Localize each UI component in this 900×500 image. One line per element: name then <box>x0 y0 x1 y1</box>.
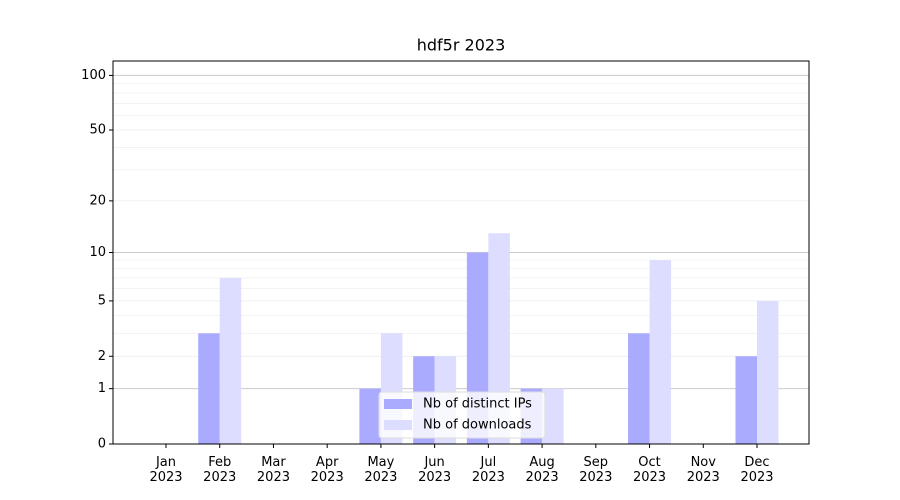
y-tick-label: 1 <box>98 381 106 396</box>
x-tick-label: Feb 2023 <box>203 455 236 485</box>
y-tick-label: 20 <box>89 193 106 208</box>
x-tick-label: May 2023 <box>364 455 397 485</box>
legend-label: Nb of downloads <box>423 418 532 433</box>
legend-swatch <box>384 399 412 409</box>
x-tick-label: Apr 2023 <box>311 455 344 485</box>
bar <box>628 333 650 444</box>
bar <box>757 300 779 444</box>
bar <box>198 333 220 444</box>
y-tick-label: 2 <box>98 349 106 364</box>
bar <box>735 356 757 444</box>
x-tick-label: Aug 2023 <box>526 455 559 485</box>
legend-box <box>378 391 546 439</box>
x-tick-label: Mar 2023 <box>257 455 290 485</box>
bar <box>649 260 672 444</box>
x-tick-label: Jan 2023 <box>149 455 182 485</box>
y-tick-label: 50 <box>89 122 106 137</box>
y-tick-label: 5 <box>98 293 106 308</box>
legend-label: Nb of distinct IPs <box>423 397 532 412</box>
y-tick-label: 100 <box>81 68 106 83</box>
bar <box>219 277 242 444</box>
x-tick-label: Sep 2023 <box>579 455 612 485</box>
bar <box>488 233 510 444</box>
y-tick-label: 0 <box>98 437 106 452</box>
y-tick-label: 10 <box>89 245 106 260</box>
x-tick-label: Oct 2023 <box>633 455 666 485</box>
bar <box>542 388 564 444</box>
bar <box>359 388 381 444</box>
x-tick-label: Nov 2023 <box>687 455 720 485</box>
x-tick-label: Jun 2023 <box>418 455 451 485</box>
legend-swatch <box>384 420 412 430</box>
x-tick-label: Dec 2023 <box>740 455 773 485</box>
plot-frame <box>112 60 810 445</box>
x-tick-label: Jul 2023 <box>472 455 505 485</box>
chart-title: hdf5r 2023 <box>417 36 506 55</box>
